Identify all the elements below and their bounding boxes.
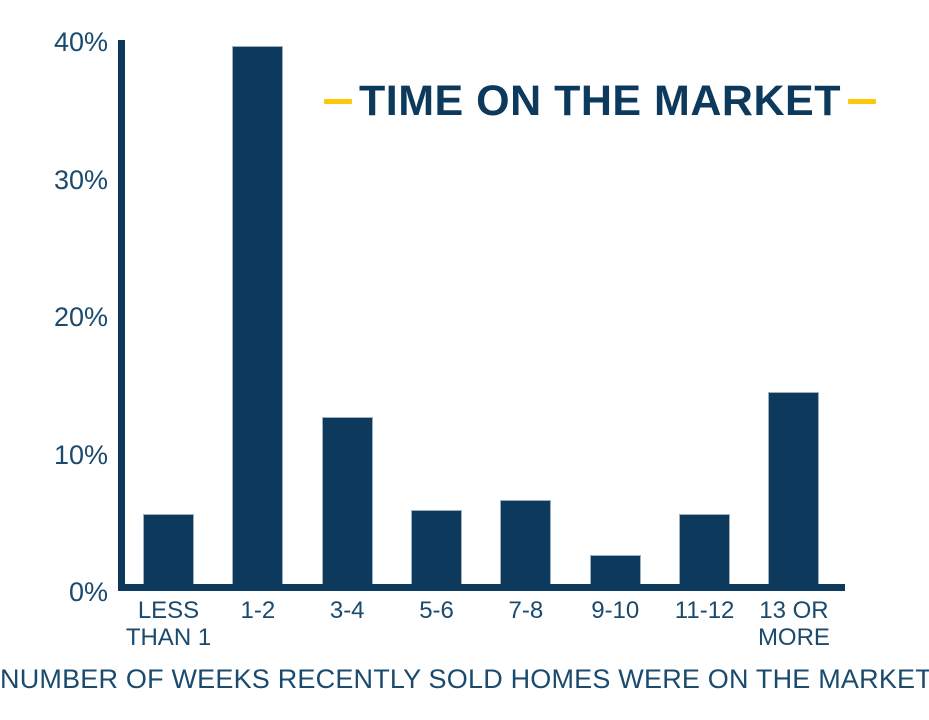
y-tick-label: 30% (53, 164, 108, 195)
bar (679, 514, 731, 591)
bar (321, 416, 373, 591)
y-tick-label: 20% (53, 302, 108, 332)
chart-title-text: TIME ON THE MARKET (359, 76, 841, 125)
bar (768, 392, 820, 591)
x-tick-label: 11-12 (674, 597, 735, 624)
x-tick-label: 7-8 (508, 597, 544, 624)
x-axis-caption: NUMBER OF WEEKS RECENTLY SOLD HOMES WERE… (0, 664, 929, 694)
x-tick-label: 5-6 (419, 597, 454, 624)
bar (411, 510, 463, 591)
chart-title: TIME ON THE MARKET (300, 74, 900, 128)
y-tick-label: 40% (53, 27, 108, 57)
x-tick-label: 3-4 (329, 597, 365, 624)
bar (500, 500, 552, 591)
title-dash-left-icon (324, 98, 352, 104)
title-dash-right-icon (847, 98, 876, 104)
x-tick-label: 1-2 (240, 597, 276, 624)
y-tick-label: 0% (68, 577, 108, 607)
y-tick-label: 10% (53, 439, 108, 470)
bar (232, 46, 284, 591)
x-tick-label: 13 OR MORE (757, 597, 830, 651)
bar (143, 514, 194, 591)
x-tick-label: 9-10 (591, 597, 640, 624)
x-tick-label: LESS THAN 1 (125, 597, 212, 651)
y-axis-line (118, 40, 125, 591)
x-axis-line (118, 584, 845, 591)
